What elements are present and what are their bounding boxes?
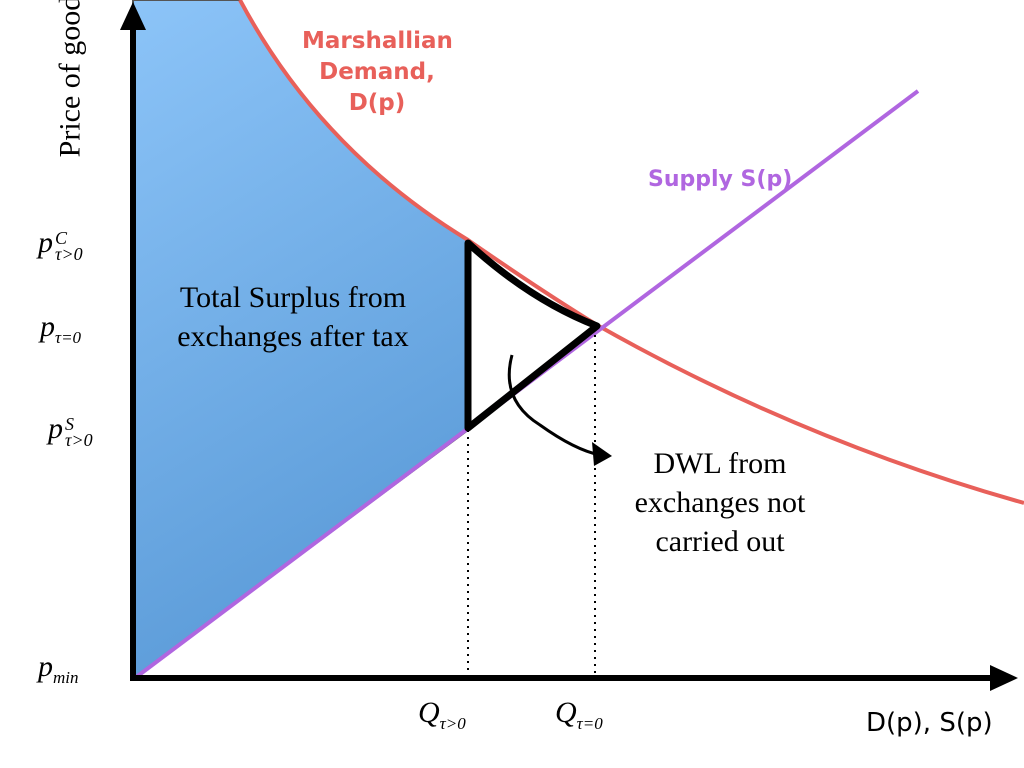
dwl-annotation: DWL from exchanges not carried out [634, 447, 806, 558]
y-axis-arrowhead [120, 2, 146, 30]
demand-label: Marshallian Demand, D(p) [302, 28, 453, 117]
price-min-label: pmin [38, 650, 79, 687]
quantity-equilibrium-label: Qτ=0 [555, 696, 603, 733]
x-axis-arrowhead [990, 665, 1018, 691]
demand-curve [238, 0, 1024, 505]
quantity-tax-label: Qτ>0 [418, 696, 466, 733]
y-axis-label: Price of good [53, 0, 87, 158]
dwl-arrow [507, 354, 601, 457]
dwl-arrow-head [592, 442, 612, 466]
surplus-annotation: Total Surplus from exchanges after tax [177, 281, 409, 353]
supply-label: Supply S(p) [648, 167, 793, 192]
price-equilibrium-label: pτ=0 [40, 310, 82, 347]
dwl-triangle [464, 239, 601, 432]
x-axis-label: D(p), S(p) [866, 708, 993, 738]
